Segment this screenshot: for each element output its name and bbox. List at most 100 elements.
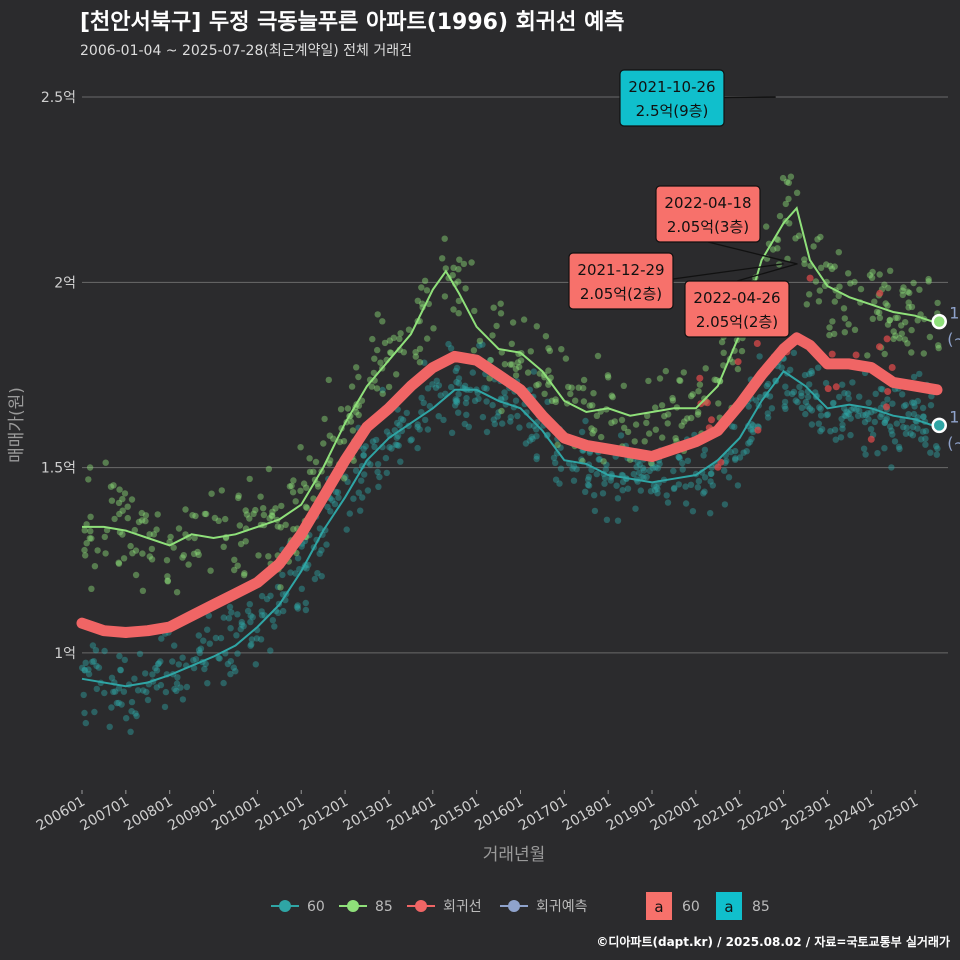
scatter-point-60 xyxy=(725,474,733,481)
scatter-point-60 xyxy=(899,391,906,398)
scatter-point-60 xyxy=(445,340,452,348)
scatter-point-85 xyxy=(545,345,552,352)
scatter-point-85 xyxy=(390,334,397,341)
scatter-point-85 xyxy=(589,430,596,437)
scatter-point-85 xyxy=(572,397,579,404)
scatter-point-85 xyxy=(801,260,808,267)
scatter-point-85 xyxy=(182,506,189,513)
scatter-point-60 xyxy=(483,398,490,405)
scatter-point-60 xyxy=(654,465,661,472)
regression-line xyxy=(76,332,943,638)
scatter-point-85 xyxy=(379,390,386,397)
scatter-point-60 xyxy=(507,418,514,425)
scatter-point-85 xyxy=(148,556,156,563)
scatter-point-60 xyxy=(327,508,334,515)
scatter-point-60 xyxy=(453,399,461,406)
scatter-point-85 xyxy=(310,468,317,475)
scatter-point-60 xyxy=(294,602,301,609)
scatter-point-60 xyxy=(867,426,875,433)
scatter-point-85 xyxy=(374,346,381,354)
scatter-point-85 xyxy=(153,526,160,533)
scatter-point-85 xyxy=(600,458,607,465)
scatter-point-60 xyxy=(816,404,823,411)
scatter-point-60 xyxy=(230,664,237,671)
scatter-point-85 xyxy=(892,314,899,322)
scatter-point-85 xyxy=(718,338,726,346)
scatter-point-85 xyxy=(150,531,158,538)
scatter-point-85 xyxy=(272,505,279,512)
scatter-point-60 xyxy=(463,411,470,418)
scatter-point-60 xyxy=(859,412,867,419)
scatter-point-85 xyxy=(175,525,183,532)
scatter-point-85 xyxy=(827,262,834,270)
scatter-point-85 xyxy=(516,363,523,371)
scatter-point-60 xyxy=(721,501,729,508)
scatter-point-60 xyxy=(701,474,709,481)
scatter-point-85 xyxy=(934,299,941,307)
scatter-point-60 xyxy=(649,464,657,472)
scatter-point-60 xyxy=(240,623,247,630)
scatter-point-85 xyxy=(857,285,865,293)
scatter-point-60 xyxy=(369,438,377,445)
scatter-point-60 xyxy=(455,380,462,387)
scatter-point-85 xyxy=(246,475,253,483)
legend-item-회귀예측: 회귀예측 xyxy=(500,899,588,915)
scatter-point-60 xyxy=(471,397,479,404)
scatter-point-60 xyxy=(920,413,927,420)
scatter-point-60 xyxy=(844,409,851,416)
scatter-point-60 xyxy=(824,411,831,418)
scatter-point-60 xyxy=(847,431,854,439)
scatter-point-85 xyxy=(886,317,893,324)
scatter-point-60 xyxy=(247,618,254,626)
x-tick-label: 202201 xyxy=(735,794,789,835)
scatter-point-60 xyxy=(244,607,252,615)
scatter-point-85 xyxy=(450,306,457,313)
scatter-point-60 xyxy=(140,687,147,694)
scatter-point-60 xyxy=(80,691,87,699)
scatter-point-60 xyxy=(418,394,425,402)
scatter-point-60 xyxy=(143,688,150,696)
scatter-point-60 xyxy=(607,477,614,484)
scatter-point-60 xyxy=(455,409,462,416)
scatter-point-85 xyxy=(702,365,709,372)
scatter-point-60 xyxy=(817,405,824,412)
scatter-point-60 xyxy=(808,369,815,377)
scatter-point-85 xyxy=(884,302,891,309)
scatter-point-60 xyxy=(732,456,739,463)
scatter-point-60 xyxy=(453,364,461,372)
scatter-point-60 xyxy=(648,461,656,468)
scatter-point-60 xyxy=(171,642,178,649)
scatter-point-60 xyxy=(617,432,625,439)
scatter-point-85 xyxy=(542,333,550,340)
scatter-point-60 xyxy=(789,390,796,398)
x-tick-label: 200901 xyxy=(165,794,219,835)
scatter-point-85 xyxy=(163,557,171,564)
scatter-point-60 xyxy=(802,410,809,418)
scatter-point-60 xyxy=(134,687,142,694)
scatter-point-85 xyxy=(590,390,597,397)
scatter-point-85 xyxy=(892,332,899,339)
annotation-date: 2022-04-26 xyxy=(693,289,780,307)
scatter-point-60 xyxy=(796,383,803,391)
scatter-point-85 xyxy=(489,332,496,339)
scatter-point-85 xyxy=(371,355,378,362)
scatter-point-60 xyxy=(624,485,632,492)
scatter-point-60 xyxy=(832,436,839,443)
scatter-point-60 xyxy=(128,708,135,715)
x-tick-label: 201901 xyxy=(604,794,658,835)
scatter-point-60 xyxy=(169,658,176,665)
scatter-point-60 xyxy=(360,452,367,459)
scatter-point-85 xyxy=(646,430,653,437)
scatter-point-85 xyxy=(455,266,462,273)
scatter-point-60 xyxy=(237,625,244,633)
scatter-point-85 xyxy=(110,482,117,489)
highlighted-point xyxy=(824,385,832,393)
scatter-point-60 xyxy=(899,417,906,424)
scatter-point-85 xyxy=(355,373,362,381)
scatter-point-85 xyxy=(314,483,322,490)
scatter-point-60 xyxy=(808,407,816,414)
scatter-point-85 xyxy=(330,435,337,442)
scatter-point-85 xyxy=(189,512,196,519)
scatter-point-85 xyxy=(195,551,202,558)
scatter-point-60 xyxy=(778,364,785,371)
